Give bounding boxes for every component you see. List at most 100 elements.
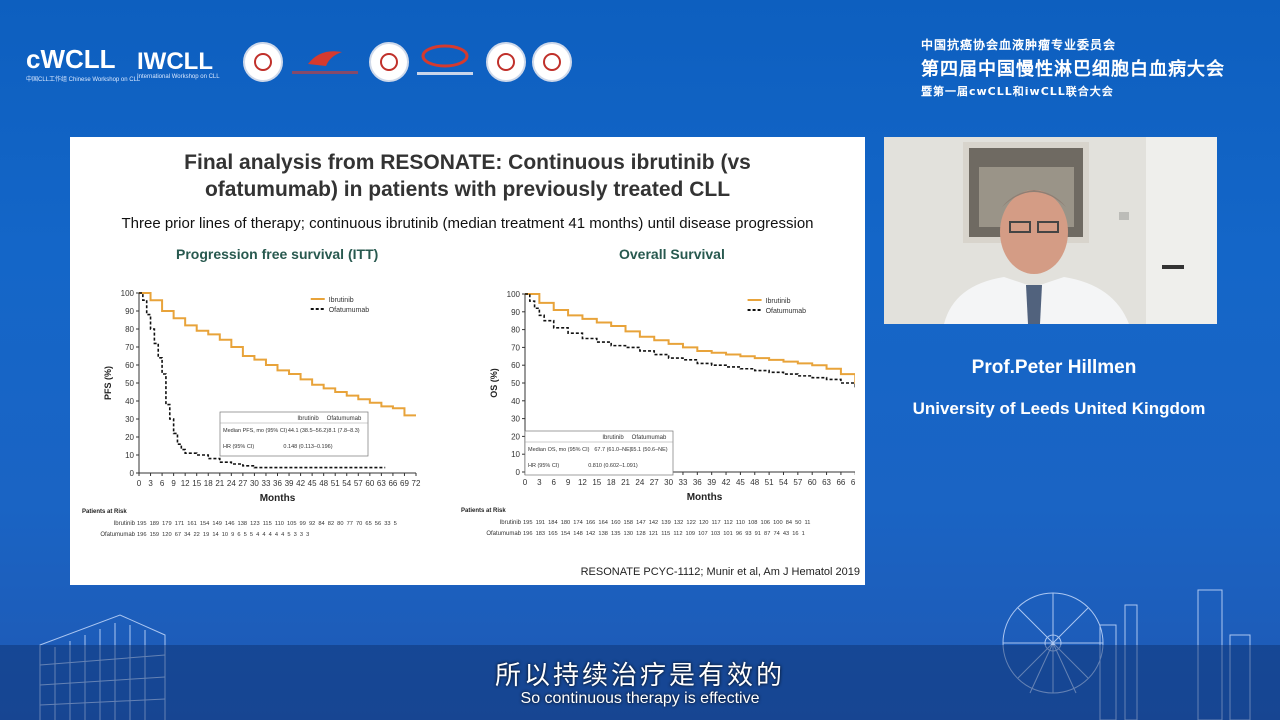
os-chart-title: Overall Survival	[619, 246, 725, 262]
series-line-ibrutinib	[525, 293, 855, 384]
x-tick-label: 72	[412, 479, 421, 488]
at-risk-row-label: Ofatumumab	[100, 532, 135, 538]
institute-seal-icon	[532, 42, 572, 82]
stats-value: 8.1 (7.8–8.3)	[328, 428, 359, 434]
y-tick-label: 60	[125, 361, 134, 370]
x-tick-label: 57	[354, 479, 363, 488]
x-tick-label: 33	[262, 479, 271, 488]
speaker-affiliation: University of Leeds United Kingdom	[912, 399, 1206, 418]
society-emblem-icon	[243, 42, 283, 82]
slide-title-line1: Final analysis from RESONATE: Continuous…	[184, 151, 751, 174]
legend-label: Ofatumumab	[766, 308, 807, 315]
x-tick-label: 30	[250, 479, 259, 488]
y-tick-label: 100	[121, 289, 135, 298]
stats-table-box	[524, 430, 674, 476]
y-tick-label: 80	[511, 326, 520, 335]
y-tick-label: 0	[130, 469, 135, 478]
x-tick-label: 63	[822, 478, 831, 487]
x-tick-label: 6	[551, 478, 556, 487]
stats-value: 44.1 (38.5–56.2)	[288, 428, 329, 434]
series-line-ofatumumab	[139, 292, 386, 469]
stats-header: Ofatumumab	[632, 435, 667, 441]
x-tick-label: 57	[793, 478, 802, 487]
y-tick-label: 90	[125, 307, 134, 316]
x-tick-label: 42	[722, 478, 731, 487]
legend-label: Ibrutinib	[766, 298, 791, 305]
x-tick-label: 9	[566, 478, 571, 487]
y-tick-label: 50	[125, 379, 134, 388]
y-tick-label: 20	[125, 433, 134, 442]
speaker-name: Prof.Peter Hillmen	[971, 357, 1137, 378]
y-tick-label: 20	[511, 432, 520, 441]
conference-name: 第四届中国慢性淋巴细胞白血病大会	[921, 59, 1225, 80]
slide-reference: RESONATE PCYC-1112; Munir et al, Am J He…	[580, 566, 860, 578]
slide-title-line2: ofatumumab) in patients with previously …	[204, 178, 731, 201]
x-tick-label: 39	[707, 478, 716, 487]
cwcll-logo-subtitle: 中国CLL工作组 Chinese Workshop on CLL	[26, 77, 141, 83]
conference-title: 中国抗癌协会血液肿瘤专业委员会 第四届中国慢性淋巴细胞白血病大会 暨第一届cwC…	[921, 36, 1225, 99]
x-tick-label: 3	[537, 478, 542, 487]
y-tick-label: 100	[507, 290, 521, 299]
stats-row-label: Median OS, mo (95% CI)	[528, 447, 590, 453]
x-tick-label: 63	[377, 479, 386, 488]
subtitle-chinese: 所以持续治疗是有效的	[494, 661, 785, 691]
conference-organizer: 中国抗癌协会血液肿瘤专业委员会	[921, 38, 1117, 52]
y-tick-label: 50	[511, 379, 520, 388]
y-tick-label: 30	[125, 415, 134, 424]
stats-value: 0.810 (0.602–1.091)	[588, 463, 638, 469]
stats-row-label: Median PFS, mo (95% CI)	[223, 428, 287, 434]
x-tick-label: 30	[664, 478, 673, 487]
x-tick-label: 42	[296, 479, 305, 488]
speaker-video-frame	[884, 137, 1217, 324]
x-tick-label: 51	[765, 478, 774, 487]
x-tick-label: 6	[160, 479, 165, 488]
header-bar: cWCLL 中国CLL工作组 Chinese Workshop on CLL I…	[0, 0, 1280, 110]
presentation-slide: Final analysis from RESONATE: Continuous…	[70, 137, 865, 585]
x-tick-label: 15	[592, 478, 601, 487]
slide-title: Final analysis from RESONATE: Continuous…	[70, 149, 865, 203]
slide-subtitle: Three prior lines of therapy; continuous…	[121, 215, 814, 232]
x-tick-label: 69	[851, 478, 855, 487]
x-tick-label: 18	[204, 479, 213, 488]
y-tick-label: 0	[516, 468, 521, 477]
legend-label: Ibrutinib	[329, 297, 354, 304]
hospital-seal-icon	[486, 42, 526, 82]
x-tick-label: 24	[635, 478, 644, 487]
x-tick-label: 12	[578, 478, 587, 487]
x-tick-label: 24	[227, 479, 236, 488]
x-tick-label: 27	[238, 479, 247, 488]
x-tick-label: 15	[192, 479, 201, 488]
stats-value: 0.148 (0.113–0.196)	[283, 444, 332, 450]
x-tick-label: 66	[388, 479, 397, 488]
x-tick-label: 69	[400, 479, 409, 488]
at-risk-values: 195 189 179 171 161 154 149 146 138 123 …	[137, 521, 397, 527]
x-tick-label: 54	[779, 478, 788, 487]
x-tick-label: 3	[148, 479, 153, 488]
series-line-ibrutinib	[139, 292, 416, 417]
at-risk-heading: Patients at Risk	[82, 509, 127, 515]
x-tick-label: 48	[750, 478, 759, 487]
association-seal-icon	[369, 42, 409, 82]
x-tick-label: 48	[319, 479, 328, 488]
at-risk-heading: Patients at Risk	[461, 508, 506, 514]
iwcll-logo: IWCLL	[137, 48, 213, 75]
x-tick-label: 12	[181, 479, 190, 488]
stats-header: Ibrutinib	[602, 435, 624, 441]
at-risk-row-label: Ibrutinib	[500, 520, 522, 526]
x-tick-label: 54	[342, 479, 351, 488]
x-tick-label: 18	[607, 478, 616, 487]
lab-logo-icon	[415, 42, 475, 80]
y-tick-label: 60	[511, 361, 520, 370]
pfs-chart-title: Progression free survival (ITT)	[176, 246, 379, 262]
stats-header: Ofatumumab	[327, 416, 362, 422]
at-risk-values: 196 183 165 154 148 142 138 135 130 128 …	[523, 531, 805, 537]
x-tick-label: 21	[215, 479, 224, 488]
x-tick-label: 39	[285, 479, 294, 488]
y-tick-label: 30	[511, 415, 520, 424]
stats-row-label: HR (95% CI)	[528, 463, 559, 469]
city-skyline-decoration	[0, 589, 1280, 720]
x-tick-label: 36	[273, 479, 282, 488]
y-tick-label: 90	[511, 308, 520, 317]
at-risk-row-label: Ofatumumab	[486, 531, 521, 537]
